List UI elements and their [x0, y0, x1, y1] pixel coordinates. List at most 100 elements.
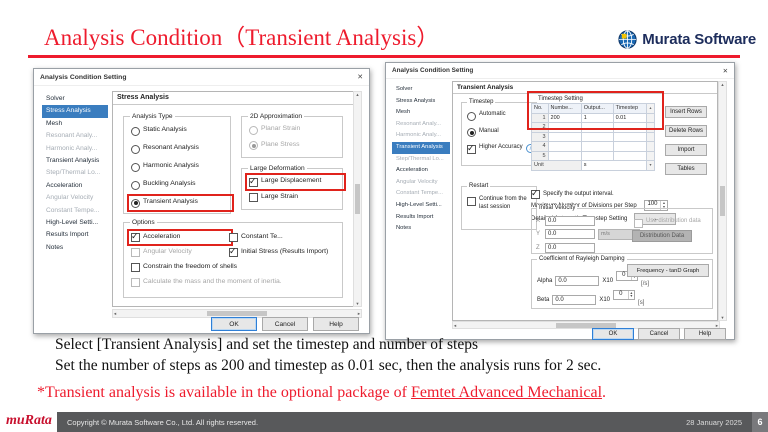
scroll-thumb[interactable] [207, 311, 267, 316]
cell-number[interactable] [547, 131, 582, 142]
cell-number[interactable] [547, 150, 582, 161]
vertical-scrollbar[interactable]: ▲ ▼ [353, 91, 362, 307]
ok-button[interactable]: OK [592, 328, 634, 340]
table-row[interactable]: 1 200 1 0.01 [531, 112, 655, 123]
nav-item[interactable]: Solver [46, 95, 65, 102]
stepper-value[interactable]: 100 [647, 201, 658, 207]
stepper-value[interactable]: 0 [622, 272, 626, 278]
close-icon[interactable]: ✕ [357, 74, 363, 81]
table-row[interactable]: 2 [531, 122, 655, 133]
cell-output[interactable] [580, 150, 614, 161]
scroll-up-icon[interactable]: ▲ [355, 92, 360, 97]
nav-item[interactable]: Mesh [46, 119, 63, 127]
checkbox-initial-stress[interactable]: Initial Stress (Results Import) [229, 247, 342, 258]
scroll-right-icon[interactable]: ► [715, 322, 719, 328]
col-number[interactable]: Numbe... [547, 103, 582, 114]
stepper-down-icon[interactable]: ▼ [629, 294, 634, 298]
cell-output[interactable] [580, 141, 614, 152]
cell-no[interactable]: 3 [531, 131, 549, 142]
dialog-titlebar[interactable]: Analysis Condition Setting ✕ [386, 63, 734, 79]
nav-item[interactable]: Resonant Analy... [46, 132, 98, 140]
col-no[interactable]: No. [531, 103, 549, 114]
nav-item[interactable]: Step/Thermal Lo... [46, 169, 101, 177]
radio-buckling-analysis[interactable]: Buckling Analysis [131, 180, 230, 190]
cell-timestep[interactable] [612, 122, 648, 133]
nav-item[interactable]: Harmonic Analy... [46, 144, 98, 152]
cell-timestep[interactable] [612, 141, 648, 152]
help-button[interactable]: Help [313, 317, 359, 331]
nav-item[interactable]: High-Level Setti... [396, 201, 442, 208]
nav-item[interactable]: Angular Velocity [396, 178, 438, 185]
scroll-left-icon[interactable]: ◄ [113, 311, 117, 316]
cancel-button[interactable]: Cancel [262, 317, 308, 331]
insert-rows-button[interactable]: Insert Rows [665, 106, 707, 118]
scroll-left-icon[interactable]: ◄ [453, 322, 457, 328]
delete-rows-button[interactable]: Delete Rows [665, 125, 707, 137]
table-scroll-track[interactable] [646, 141, 655, 152]
table-scroll-track[interactable] [646, 112, 655, 123]
cell-no[interactable]: 1 [531, 112, 549, 123]
scroll-thumb[interactable] [355, 184, 360, 214]
stepper-value[interactable]: 0 [619, 291, 623, 297]
checkbox-large-strain[interactable]: Large Strain [249, 193, 342, 202]
radio-automatic[interactable]: Automatic [467, 111, 536, 121]
help-button[interactable]: Help [684, 328, 726, 340]
stepper-down-icon[interactable]: ▼ [632, 275, 637, 279]
table-scroll-up-icon[interactable]: ▲ [646, 103, 655, 114]
scroll-down-icon[interactable]: ▼ [720, 315, 725, 320]
frequency-tand-graph-button[interactable]: Frequency - tanD Graph [627, 264, 709, 277]
scroll-thumb[interactable] [556, 322, 616, 328]
stepper-up-icon[interactable]: ▲ [662, 200, 666, 205]
ok-button[interactable]: OK [211, 317, 257, 331]
cell-number[interactable] [547, 122, 582, 133]
z-velocity-field[interactable]: 0.0 [545, 242, 595, 253]
nav-item[interactable]: Harmonic Analy... [396, 132, 441, 139]
radio-transient-analysis[interactable]: Transient Analysis [127, 194, 234, 212]
import-button[interactable]: Import [665, 144, 707, 156]
radio-static-analysis[interactable]: Static Analysis [131, 126, 230, 136]
beta-exponent-stepper[interactable]: 0 ▲ ▼ [613, 290, 636, 300]
close-icon[interactable]: ✕ [722, 67, 728, 75]
x-velocity-field[interactable]: 0.0 [545, 216, 595, 226]
checkbox-continue-last-session[interactable]: Continue from the last session [467, 196, 533, 211]
cell-number[interactable]: 200 [547, 112, 582, 123]
scroll-thumb[interactable] [720, 186, 725, 216]
checkbox-constant-temperature[interactable]: Constant Te... [229, 233, 342, 243]
beta-field[interactable]: 0.0 [552, 295, 597, 305]
table-row[interactable]: 3 [531, 131, 655, 142]
alpha-field[interactable]: 0.0 [555, 276, 600, 286]
nav-item[interactable]: Notes [46, 243, 64, 251]
nav-item[interactable]: Acceleration [396, 167, 428, 174]
checkbox-constrain-shells[interactable]: Constrain the freedom of shells [131, 263, 342, 273]
cell-number[interactable] [547, 141, 582, 152]
table-row[interactable]: 4 [531, 141, 655, 152]
cell-no[interactable]: 5 [531, 150, 549, 161]
nav-item[interactable]: Constant Tempe... [396, 190, 443, 197]
dialog-titlebar[interactable]: Analysis Condition Setting ✕ [34, 69, 369, 86]
checkbox-large-displacement[interactable]: Large Displacement [245, 173, 346, 191]
cell-output[interactable] [580, 131, 614, 142]
nav-item[interactable]: Transient Analysis [392, 141, 450, 154]
nav-item[interactable]: Mesh [396, 109, 411, 116]
table-scroll-track[interactable] [646, 131, 655, 142]
nav-item[interactable]: Stress Analysis [396, 97, 436, 104]
checkbox-output-interval[interactable]: Specify the output interval. [531, 189, 614, 199]
stepper-up-icon[interactable]: ▲ [629, 290, 634, 295]
table-row[interactable]: 5 [531, 150, 655, 161]
nav-item[interactable]: Stress Analysis [42, 105, 108, 118]
stepper-down-icon[interactable]: ▼ [662, 205, 666, 209]
femtet-advanced-mechanical-link[interactable]: Femtet Advanced Mechanical [410, 384, 603, 401]
nav-item[interactable]: Step/Thermal Lo... [396, 155, 444, 162]
scroll-down-icon[interactable]: ▼ [355, 301, 360, 306]
nav-item[interactable]: Results Import [46, 231, 89, 239]
cell-output[interactable]: 1 [580, 112, 614, 123]
checkbox-acceleration[interactable]: Acceleration [127, 228, 233, 247]
cell-no[interactable]: 4 [531, 141, 549, 152]
unit-value[interactable]: s [580, 160, 648, 171]
max-divisions-stepper[interactable]: 100 ▲ ▼ [643, 200, 668, 211]
radio-manual[interactable]: Manual [467, 128, 536, 137]
nav-item[interactable]: Angular Velocity [46, 194, 94, 202]
col-output[interactable]: Output... [580, 103, 614, 114]
tables-button[interactable]: Tables [665, 163, 707, 175]
